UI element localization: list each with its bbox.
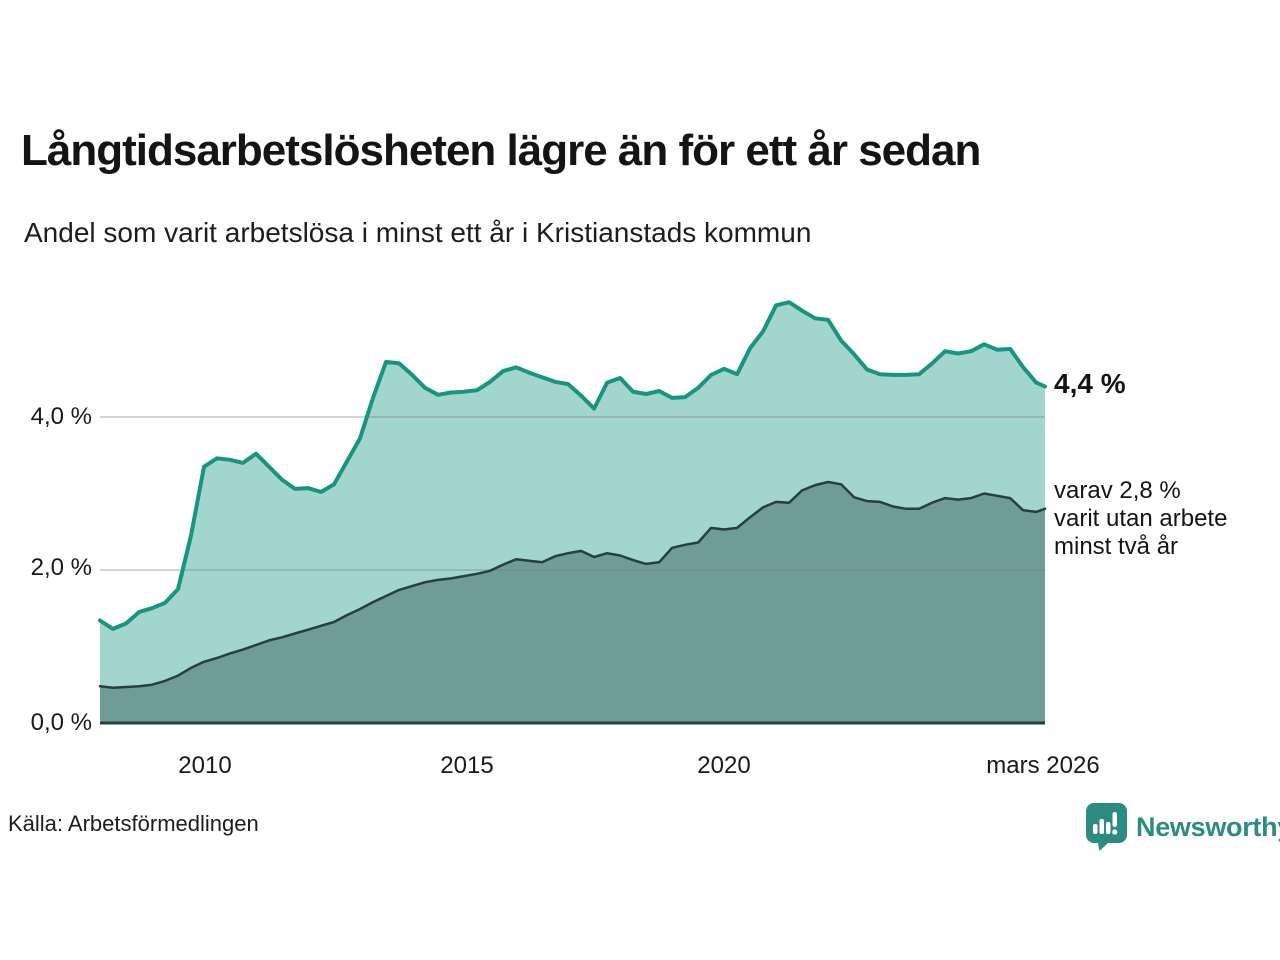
- newsworthy-logo: Newsworthy: [1086, 802, 1280, 852]
- x-tick-label-mars-2026: mars 2026: [986, 752, 1100, 779]
- y-tick-label-4: 4,0 %: [30, 403, 92, 430]
- twoplus-line-1: varav 2,8 %: [1054, 477, 1181, 504]
- twoplus-line-3: minst två år: [1054, 533, 1179, 560]
- x-tick-label-2010: 2010: [178, 752, 232, 779]
- twoplus-line-2: varit utan arbete: [1054, 505, 1228, 532]
- area-twoplus-series: [100, 482, 1045, 723]
- y-tick-label-0: 0,0 %: [30, 709, 92, 736]
- source-credit: Källa: Arbetsförmedlingen: [8, 811, 259, 836]
- logo-bar-3: [1106, 822, 1111, 834]
- y-tick-label-2: 2,0 %: [30, 554, 92, 581]
- x-tick-label-2020: 2020: [697, 752, 751, 779]
- logo-bar-1: [1093, 824, 1098, 834]
- gridlines: [100, 415, 1045, 571]
- x-tick-label-2015: 2015: [440, 752, 494, 779]
- page-subtitle: Andel som varit arbetslösa i minst ett å…: [24, 217, 812, 248]
- line-twoplus-series: [98, 480, 1047, 690]
- page-title: Långtidsarbetslösheten lägre än för ett …: [21, 126, 981, 175]
- logo-exclamation-dot: [1112, 829, 1118, 835]
- logo-bar-2: [1099, 819, 1104, 834]
- end-value-label-twoplus: varav 2,8 % varit utan arbete minst två …: [1054, 477, 1227, 561]
- newsworthy-logo-text: Newsworthy: [1136, 811, 1280, 842]
- end-value-label-total: 4,4 %: [1054, 368, 1126, 399]
- logo-exclamation-bar: [1112, 812, 1117, 827]
- line-total-series: [98, 300, 1047, 631]
- newsworthy-logo-icon: [1086, 803, 1127, 851]
